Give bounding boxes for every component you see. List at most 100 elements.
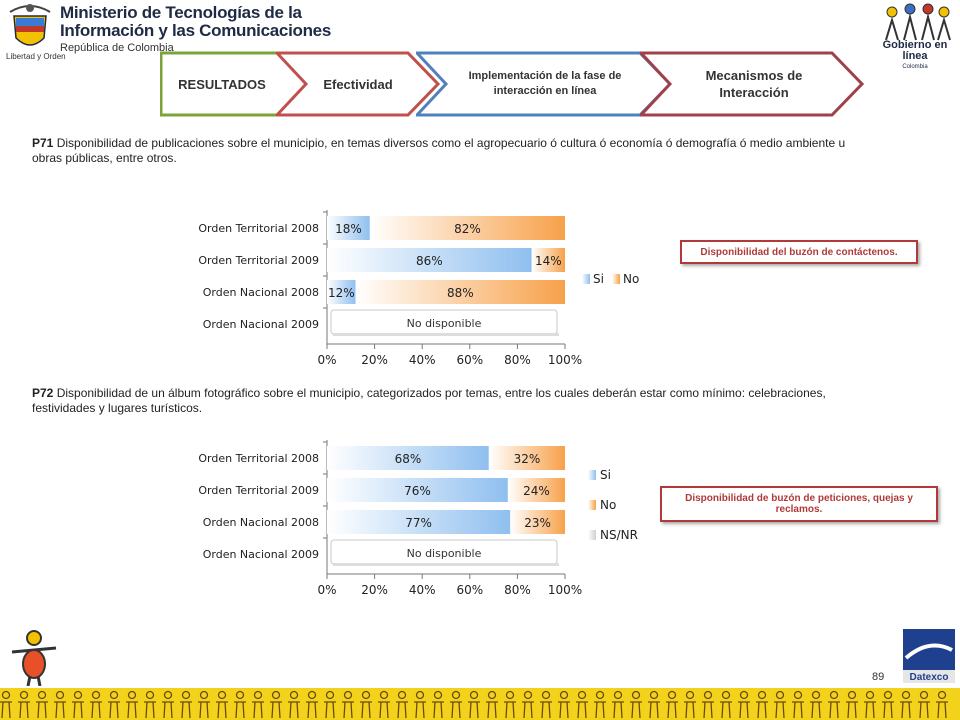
datexco-logo-icon: Datexco (903, 629, 955, 683)
chart-p72: Orden Territorial 2008 68% 32% Orden Territ… (198, 440, 638, 597)
legend-label: No (623, 272, 639, 286)
bar-si (327, 446, 489, 470)
band-figure-body (900, 701, 912, 719)
bar-no (488, 446, 565, 470)
band-figure-head (829, 690, 839, 700)
band-figure-body (864, 701, 876, 719)
band-figure-head (793, 690, 803, 700)
band-figure-body (342, 701, 354, 719)
p71-code: P71 (32, 136, 54, 150)
band-figure-body (810, 701, 822, 719)
band-figure-head (343, 690, 353, 700)
chart-p71: Orden Territorial 2008 18% 82% Orden Territ… (198, 210, 639, 367)
nav-implementacion-label: Implementación de la fase de interacción… (468, 70, 622, 97)
bar-si (327, 478, 508, 502)
bar-no (531, 248, 565, 272)
data-label: 14% (535, 254, 562, 268)
ministry-line1: Ministerio de Tecnologías de la (60, 3, 302, 22)
band-figure-body (126, 701, 138, 719)
bar-no (355, 280, 565, 304)
band-figure-head (109, 690, 119, 700)
nav-mecanismos-label: Mecanismos de Interacción (705, 68, 803, 100)
gel-subtitle: Colombia (902, 64, 928, 70)
band-figure-body (486, 701, 498, 719)
x-tick-label: 0% (317, 353, 336, 367)
nav-resultados[interactable]: RESULTADOS (160, 51, 310, 117)
band-figure-head (739, 690, 749, 700)
category-label: Orden Nacional 2009 (203, 548, 319, 561)
decorative-people-band (0, 688, 960, 720)
band-figure-body (468, 701, 480, 719)
x-tick-label: 20% (361, 583, 388, 597)
band-figure-head (73, 690, 83, 700)
data-label: 88% (447, 286, 474, 300)
data-label: 68% (395, 452, 422, 466)
band-figure-head (721, 690, 731, 700)
band-figure-head (865, 690, 875, 700)
data-label: 12% (328, 286, 355, 300)
band-figure-head (415, 690, 425, 700)
band-figure-body (576, 701, 588, 719)
p72-text: Disponibilidad de un álbum fotográfico s… (32, 386, 826, 415)
band-figure-body (918, 701, 930, 719)
band-figure-head (145, 690, 155, 700)
band-figure-head (199, 690, 209, 700)
nav-mecanismos[interactable]: Mecanismos de Interacción (640, 51, 864, 117)
legend-swatch (588, 500, 596, 510)
band-figure-body (756, 701, 768, 719)
nav-efectividad[interactable]: Efectividad (276, 51, 440, 117)
band-figure-head (127, 690, 137, 700)
band-figure-body (522, 701, 534, 719)
data-label: 23% (524, 516, 551, 530)
x-tick-label: 100% (548, 583, 582, 597)
band-figure-body (378, 701, 390, 719)
p71-note: Disponibilidad del buzón de contáctenos. (680, 240, 918, 264)
legend-label: Si (600, 468, 611, 482)
band-figure-head (235, 690, 245, 700)
band-figure-body (288, 701, 300, 719)
bar-si (327, 216, 370, 240)
x-tick-label: 60% (456, 583, 483, 597)
band-figure-body (936, 701, 948, 719)
page-number: 89 (872, 671, 885, 683)
band-figure-head (577, 690, 587, 700)
band-figure-head (433, 690, 443, 700)
gel-title: Gobierno en línea Colombia (878, 40, 952, 73)
band-figure-head (685, 690, 695, 700)
category-label: Orden Nacional 2009 (203, 318, 319, 331)
band-figure-body (774, 701, 786, 719)
gel-mascot-icon (11, 630, 57, 686)
band-figure-head (397, 690, 407, 700)
band-figure-body (594, 701, 606, 719)
nav-implementacion[interactable]: Implementación de la fase de interacción… (416, 51, 672, 117)
bar-no (369, 216, 565, 240)
band-figure-body (18, 701, 30, 719)
band-figure-body (720, 701, 732, 719)
band-figure-body (234, 701, 246, 719)
band-figure-body (612, 701, 624, 719)
legend-label: Si (593, 272, 604, 286)
band-figure-head (181, 690, 191, 700)
band-figure-body (216, 701, 228, 719)
data-label: 32% (514, 452, 541, 466)
band-figure-head (1, 690, 11, 700)
band-figure-body (54, 701, 66, 719)
legend-label: NS/NR (600, 528, 638, 542)
legend-swatch (582, 274, 590, 284)
band-figure-body (198, 701, 210, 719)
p72-code: P72 (32, 386, 54, 400)
band-figure-head (757, 690, 767, 700)
band-figure-body (270, 701, 282, 719)
band-figure-head (451, 690, 461, 700)
band-figure-head (217, 690, 227, 700)
band-figure-body (828, 701, 840, 719)
band-figure-body (540, 701, 552, 719)
band-figure-body (36, 701, 48, 719)
data-label: 18% (335, 222, 362, 236)
band-figure-body (450, 701, 462, 719)
band-figure-head (487, 690, 497, 700)
category-label: Orden Territorial 2009 (198, 254, 319, 267)
category-label: Orden Nacional 2008 (203, 516, 319, 529)
band-figure-body (702, 701, 714, 719)
band-figure-head (649, 690, 659, 700)
